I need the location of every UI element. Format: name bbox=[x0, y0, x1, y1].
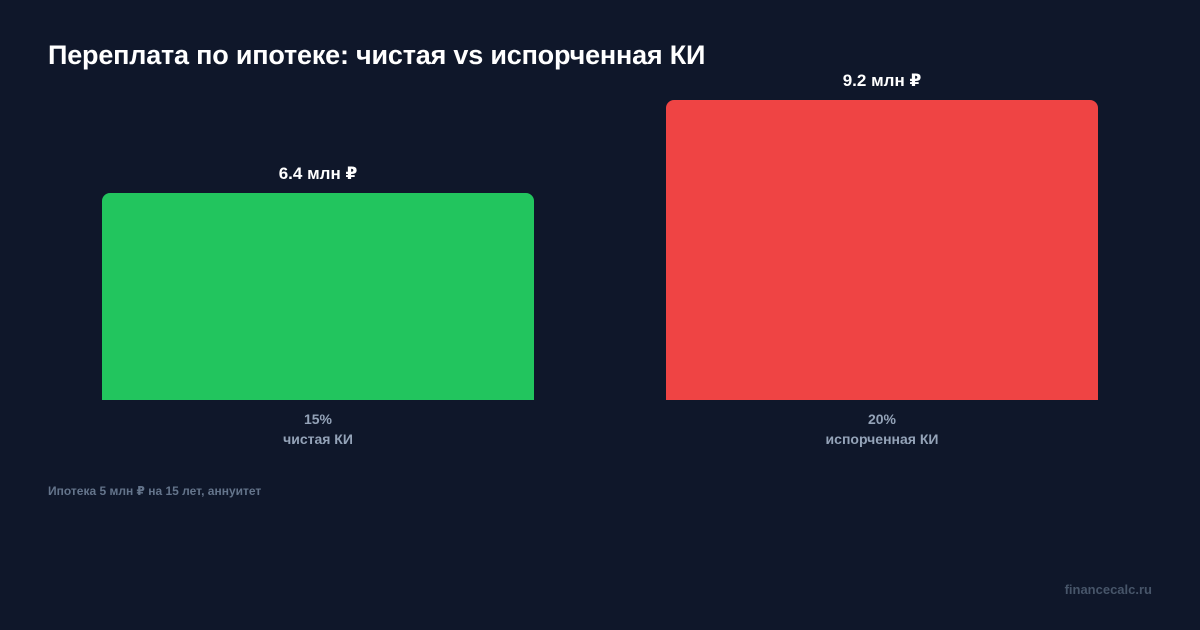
watermark: financecalc.ru bbox=[1064, 582, 1152, 597]
category-label: чистая КИ bbox=[283, 431, 353, 447]
rate-label: 20% bbox=[867, 411, 897, 427]
bar-clean-credit bbox=[102, 193, 534, 400]
bar-value-label: 9.2 млн ₽ bbox=[842, 71, 922, 90]
bar-bad-credit bbox=[666, 100, 1098, 400]
bar-group-bad-credit: 9.2 млн ₽ 20% испорченная КИ bbox=[666, 0, 1098, 630]
footnote: Ипотека 5 млн ₽ на 15 лет, аннуитет bbox=[48, 484, 262, 498]
rate-label: 15% bbox=[303, 411, 333, 427]
category-label: испорченная КИ bbox=[825, 431, 939, 447]
bar-category-label: 15% чистая КИ bbox=[102, 409, 534, 449]
bar-group-clean-credit: 6.4 млн ₽ 15% чистая КИ bbox=[102, 0, 534, 630]
bar-value-label: 6.4 млн ₽ bbox=[278, 164, 358, 183]
bar-category-label: 20% испорченная КИ bbox=[666, 409, 1098, 449]
chart-title: Переплата по ипотеке: чистая vs испорчен… bbox=[48, 40, 706, 70]
